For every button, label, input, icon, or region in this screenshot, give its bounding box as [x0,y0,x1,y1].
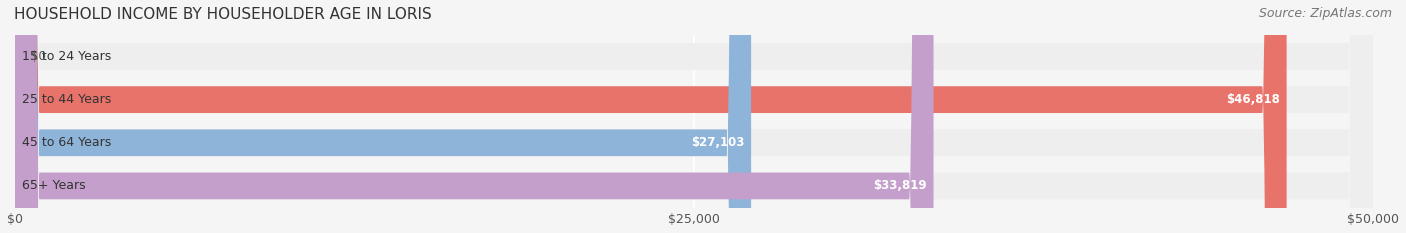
Text: Source: ZipAtlas.com: Source: ZipAtlas.com [1258,7,1392,20]
FancyBboxPatch shape [15,0,1374,233]
FancyBboxPatch shape [15,0,1286,233]
FancyBboxPatch shape [15,0,934,233]
Text: 45 to 64 Years: 45 to 64 Years [21,136,111,149]
Text: $46,818: $46,818 [1226,93,1279,106]
FancyBboxPatch shape [15,0,1374,233]
Text: 15 to 24 Years: 15 to 24 Years [21,50,111,63]
Text: $27,103: $27,103 [690,136,744,149]
FancyBboxPatch shape [15,0,751,233]
Text: $33,819: $33,819 [873,179,927,192]
Text: 65+ Years: 65+ Years [21,179,86,192]
Text: HOUSEHOLD INCOME BY HOUSEHOLDER AGE IN LORIS: HOUSEHOLD INCOME BY HOUSEHOLDER AGE IN L… [14,7,432,22]
FancyBboxPatch shape [15,0,1374,233]
FancyBboxPatch shape [15,0,1374,233]
Text: $0: $0 [31,50,46,63]
Text: 25 to 44 Years: 25 to 44 Years [21,93,111,106]
